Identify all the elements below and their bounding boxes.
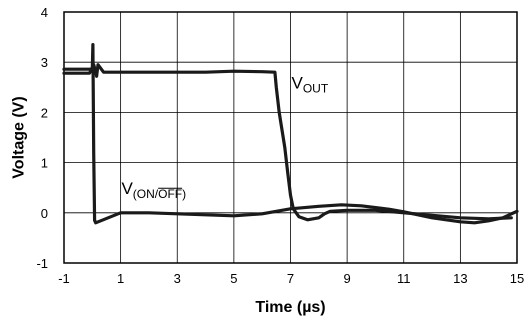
x-tick-label: 9 <box>344 271 351 286</box>
plot-area-frame <box>63 11 518 264</box>
x-axis-ticks: -1 1 3 5 7 9 11 13 15 <box>58 271 524 286</box>
grid <box>63 11 518 264</box>
series-group <box>62 42 519 225</box>
y-axis-title: Voltage (V) <box>11 96 28 178</box>
y-tick-label: -1 <box>36 256 48 271</box>
y-tick-label: 3 <box>41 55 48 70</box>
series-line-on-off <box>62 42 519 225</box>
series-label-vout-sub: OUT <box>303 81 329 95</box>
series-line-vout <box>62 63 513 222</box>
x-axis-title: Time (µs) <box>255 299 325 316</box>
x-tick-label: 7 <box>287 271 294 286</box>
x-tick-label: 11 <box>397 271 411 286</box>
x-tick-label: 3 <box>174 271 181 286</box>
x-tick-label: 13 <box>453 271 467 286</box>
x-tick-label: 5 <box>230 271 237 286</box>
series-label-on-off: V(ON/OFF) <box>121 179 186 201</box>
series-label-vout: VOUT <box>292 73 329 95</box>
x-tick-label: -1 <box>58 271 70 286</box>
x-tick-label: 1 <box>117 271 124 286</box>
series-label-vout-main: V <box>292 73 304 92</box>
y-axis-ticks: -1 0 1 2 3 4 <box>36 5 48 271</box>
x-tick-label: 15 <box>510 271 524 286</box>
y-tick-label: 1 <box>41 156 48 171</box>
series-label-on-off-sub: (ON/OFF) <box>133 187 186 201</box>
y-tick-label: 0 <box>41 206 48 221</box>
y-tick-label: 2 <box>41 105 48 120</box>
y-tick-label: 4 <box>41 5 48 20</box>
series-label-on-off-main: V <box>121 179 133 198</box>
